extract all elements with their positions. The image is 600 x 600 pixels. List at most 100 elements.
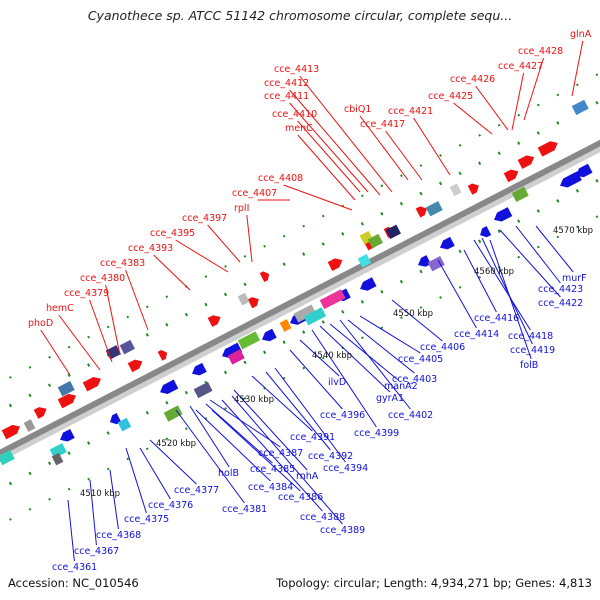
leader-line: [251, 375, 313, 432]
gene-features: [0, 99, 593, 466]
forward-gene-label: cce_4380: [80, 273, 125, 284]
leader-line: [385, 130, 423, 181]
domain-block: [357, 254, 372, 268]
reverse-gene-label: cce_4368: [96, 530, 141, 541]
reverse-gene-label: cce_4384: [248, 482, 293, 493]
reverse-gene: [576, 163, 593, 178]
leader-line: [571, 40, 584, 97]
leader-line: [359, 315, 421, 354]
leader-line: [205, 403, 273, 464]
leader-line: [391, 299, 443, 342]
domain-block: [571, 99, 589, 116]
domain-block: [237, 292, 250, 306]
domain-block: [163, 405, 183, 422]
reverse-gene-label: cce_4377: [174, 485, 219, 496]
reverse-gene: [222, 342, 243, 358]
leader-line: [489, 239, 532, 360]
leader-line: [139, 447, 171, 500]
forward-gene-label: cce_4411: [264, 91, 309, 102]
backbone-line: [0, 139, 600, 457]
leader-line: [297, 120, 361, 193]
leader-line: [289, 349, 343, 410]
domain-block: [427, 256, 445, 272]
domain-block: [367, 233, 383, 249]
reverse-gene-label: cce_4361: [52, 562, 97, 573]
leader-line: [453, 102, 493, 135]
leader-line: [207, 224, 241, 263]
scale-label: 4540 kbp: [312, 351, 352, 361]
reverse-gene: [110, 413, 122, 425]
label-leader-lines: [40, 40, 584, 562]
domain-block: [303, 307, 327, 326]
leader-line: [475, 85, 509, 131]
domain-block: [51, 452, 64, 466]
domain-block: [279, 319, 292, 332]
leader-line: [319, 325, 391, 393]
gene-labels: phoD hemC cce_4379 cce_4380 cce_4383 cce_4393…: [28, 29, 592, 573]
forward-gene-label: cce_4425: [428, 91, 473, 102]
reverse-gene-label: cce_4389: [320, 525, 365, 536]
forward-gene: [33, 407, 47, 419]
reverse-gene-label: cce_4392: [308, 451, 353, 462]
reverse-gene-label: cce_4414: [454, 329, 499, 340]
reverse-gene: [60, 429, 75, 442]
forward-gene: [247, 297, 259, 309]
forward-gene-label: cce_4427: [498, 61, 543, 72]
leader-line: [89, 479, 97, 546]
leader-line: [515, 225, 561, 284]
forward-gene: [1, 424, 20, 440]
domain-block: [385, 224, 401, 240]
domain-block: [293, 304, 317, 323]
scale-label: 4560 kbp: [474, 267, 514, 277]
reverse-gene-label: cce_4399: [354, 428, 399, 439]
scale-label: 4570 kbp: [553, 226, 593, 236]
forward-gene: [207, 315, 221, 327]
domain-block: [193, 381, 213, 399]
reverse-gene: [192, 362, 207, 376]
forward-gene-label: cbiQ1: [344, 104, 371, 115]
reverse-gene-label: cce_4418: [508, 331, 553, 342]
leader-line: [125, 269, 149, 331]
domain-block: [449, 183, 462, 196]
leader-line: [153, 254, 191, 291]
forward-gene: [415, 206, 427, 218]
scale-label: 4510 kbp: [80, 489, 120, 499]
leader-line: [89, 299, 113, 363]
leader-line: [125, 447, 147, 514]
leader-line: [67, 499, 75, 562]
leader-line: [329, 323, 399, 381]
leader-line: [189, 405, 230, 468]
accession-text: Accession: NC_010546: [8, 576, 139, 590]
domain-block: [0, 449, 15, 466]
domain-block: [511, 186, 529, 202]
leader-line: [311, 329, 377, 428]
leader-line: [211, 409, 301, 492]
forward-gene-label: cce_4428: [518, 46, 563, 57]
domain-block: [237, 331, 261, 350]
leader-line: [289, 102, 369, 193]
forward-gene-label: cce_4397: [182, 213, 227, 224]
reverse-gene-label: murF: [562, 273, 587, 284]
forward-gene: [517, 155, 535, 169]
forward-gene-label: cce_4413: [274, 64, 319, 75]
leader-line: [511, 72, 525, 131]
forward-gene: [57, 393, 76, 409]
leader-line: [265, 371, 331, 451]
reverse-gene-label: cce_4387: [258, 448, 303, 459]
leader-line: [58, 314, 101, 371]
reverse-gene-label: gyrA1: [376, 393, 404, 404]
reverse-gene-label: cce_4386: [278, 492, 323, 503]
reverse-gene-label: cce_4367: [74, 546, 119, 557]
scale-label: 4520 kbp: [156, 439, 196, 449]
reverse-gene: [418, 255, 431, 267]
leader-line: [231, 395, 343, 525]
forward-gene: [537, 141, 558, 157]
reverse-gene: [160, 379, 179, 394]
leader-line: [359, 115, 409, 181]
reverse-gene-label: cce_4416: [474, 313, 519, 324]
reverse-gene-label: folB: [520, 360, 538, 371]
scale-labels: 4510 kbp 4520 kbp 4530 kbp 4540 kbp 4550 kbp…: [80, 226, 593, 499]
forward-gene-label: cce_4426: [450, 74, 495, 85]
leader-line: [233, 389, 308, 471]
